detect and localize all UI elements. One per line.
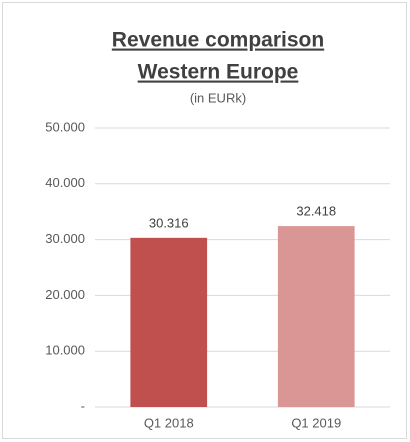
value-label: 30.316 [149, 215, 189, 230]
chart-title-line-2: Western Europe [138, 61, 299, 84]
chart-title-line-1: Revenue comparison [112, 29, 324, 52]
y-tick-label: 40.000 [45, 175, 85, 190]
x-tick-label: Q1 2019 [291, 415, 341, 430]
bar [277, 226, 355, 407]
value-label: 32.418 [296, 204, 336, 219]
y-tick-label: 50.000 [45, 119, 85, 134]
y-tick-label: 10.000 [45, 343, 85, 358]
x-tick-label: Q1 2018 [144, 415, 194, 430]
bar [130, 237, 208, 407]
y-tick-label: 20.000 [45, 287, 85, 302]
y-tick-label: 30.000 [45, 231, 85, 246]
chart-subtitle: (in EURk) [190, 90, 246, 105]
y-tick-label: - [81, 398, 85, 413]
